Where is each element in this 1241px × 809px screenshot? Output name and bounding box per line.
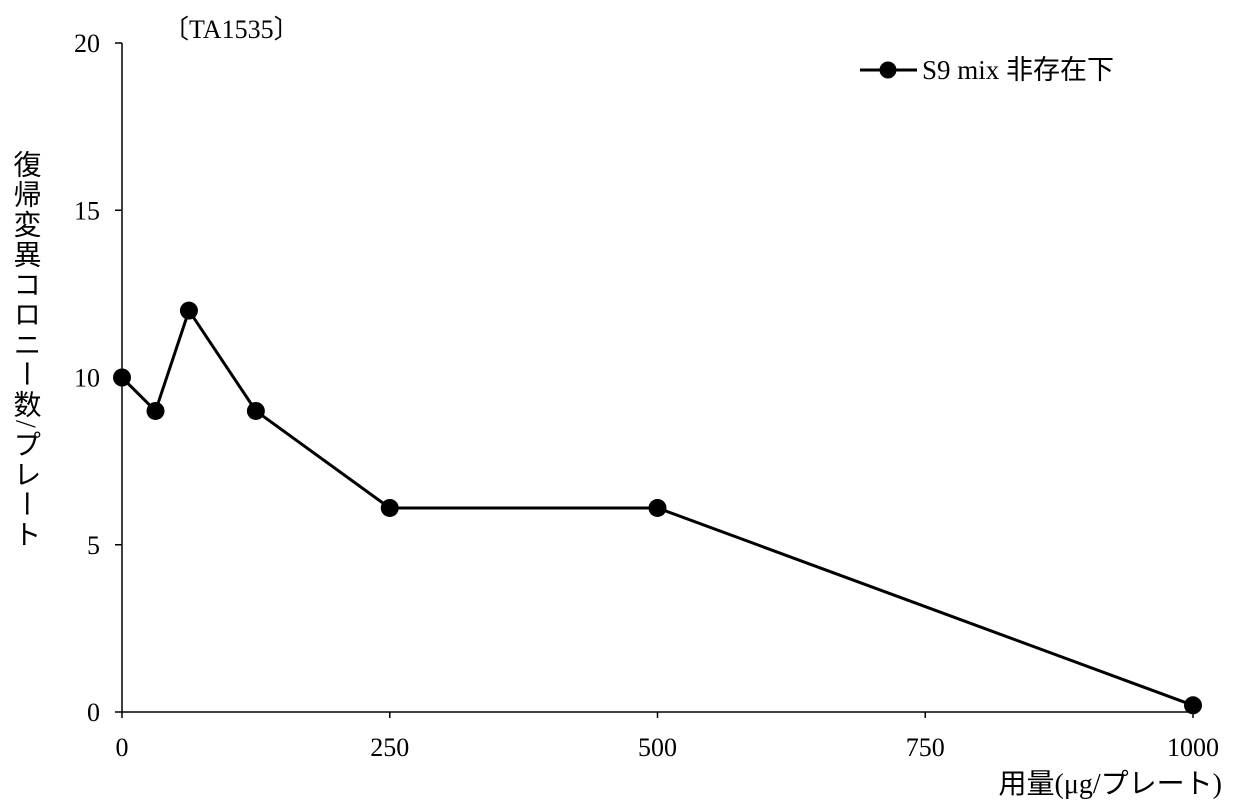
data-point (113, 368, 131, 387)
x-axis-title: 用量(μg/プレート) (999, 769, 1222, 800)
chart-title: 〔TA1535〕 (163, 15, 300, 44)
y-tick-label: 0 (87, 698, 100, 727)
y-axis-ticks: 0 5 10 15 20 (74, 29, 122, 727)
data-point (179, 301, 198, 320)
series-layer (113, 301, 1202, 715)
data-point (380, 498, 399, 517)
x-axis-ticks: 0 250 500 750 1000 (116, 712, 1219, 762)
y-tick-label: 10 (74, 364, 100, 393)
y-axis-title: 復帰変異コロニー数/プレート (10, 150, 42, 550)
legend: S9 mix 非存在下 (860, 55, 1114, 85)
x-tick-label: 0 (116, 733, 129, 762)
legend-label: S9 mix 非存在下 (922, 55, 1114, 85)
x-tick-label: 500 (638, 733, 677, 762)
y-tick-label: 15 (74, 196, 100, 225)
y-tick-label: 5 (87, 531, 100, 560)
y-tick-label: 20 (74, 29, 100, 58)
legend-marker (879, 61, 897, 79)
data-point (1184, 696, 1202, 715)
data-point (146, 401, 165, 420)
data-point (648, 498, 667, 517)
x-tick-label: 750 (906, 733, 945, 762)
x-tick-label: 1000 (1167, 733, 1219, 762)
data-point (246, 401, 265, 420)
x-tick-label: 250 (370, 733, 409, 762)
